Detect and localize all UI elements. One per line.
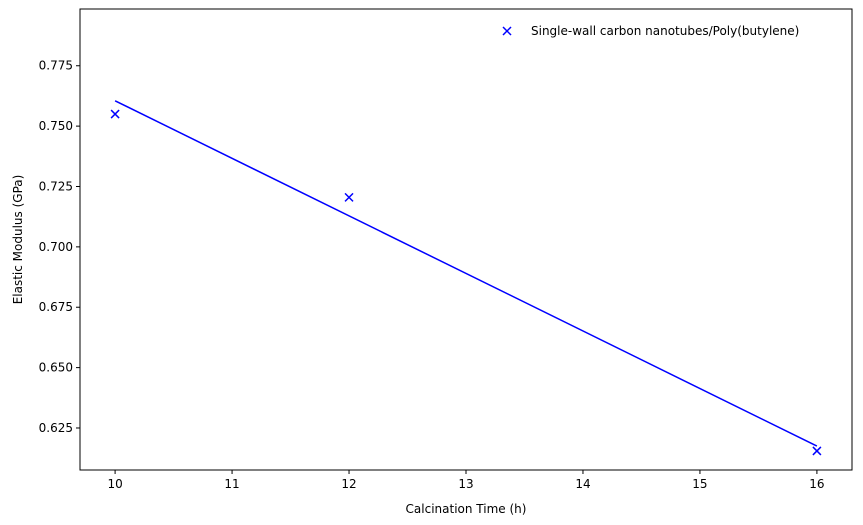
data-point (812, 446, 822, 456)
y-tick-label: 0.675 (39, 300, 73, 314)
trend-line (114, 100, 818, 447)
plot-frame (79, 8, 853, 471)
x-axis-label: Calcination Time (h) (406, 502, 527, 516)
y-tick-label: 0.775 (39, 59, 73, 73)
y-tick-label: 0.625 (39, 421, 73, 435)
y-tick-label: 0.750 (39, 119, 73, 133)
x-tick-label: 13 (458, 477, 473, 491)
x-tick-label: 12 (341, 477, 356, 491)
x-tick-label: 11 (224, 477, 239, 491)
data-point (110, 109, 120, 119)
x-tick-label: 10 (107, 477, 122, 491)
x-tick-label: 15 (692, 477, 707, 491)
data-point (344, 192, 354, 202)
y-tick-label: 0.725 (39, 179, 73, 193)
x-tick-label: 16 (809, 477, 824, 491)
legend-marker (502, 26, 512, 36)
y-tick-label: 0.650 (39, 361, 73, 375)
y-tick-label: 0.700 (39, 240, 73, 254)
y-axis-label: Elastic Modulus (GPa) (11, 175, 25, 305)
x-axis-ticks: 10 11 12 13 14 15 16 (107, 470, 825, 491)
legend-label: Single-wall carbon nanotubes/Poly(butyle… (531, 24, 799, 38)
y-axis-ticks: 0.625 0.650 0.675 0.700 0.725 0.750 0.775 (39, 59, 80, 435)
legend: Single-wall carbon nanotubes/Poly(butyle… (502, 24, 799, 38)
x-tick-label: 14 (575, 477, 590, 491)
plot-area (110, 100, 822, 456)
